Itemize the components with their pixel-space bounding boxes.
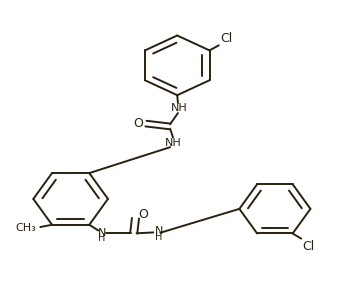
Text: N: N xyxy=(154,226,163,236)
Text: N: N xyxy=(97,228,106,238)
Text: Cl: Cl xyxy=(220,32,232,45)
Text: NH: NH xyxy=(165,138,182,148)
Text: NH: NH xyxy=(171,103,187,113)
Text: O: O xyxy=(138,208,148,221)
Text: H: H xyxy=(98,233,105,243)
Text: Cl: Cl xyxy=(302,240,315,253)
Text: CH₃: CH₃ xyxy=(15,223,36,232)
Text: H: H xyxy=(155,232,162,242)
Text: O: O xyxy=(133,117,143,130)
